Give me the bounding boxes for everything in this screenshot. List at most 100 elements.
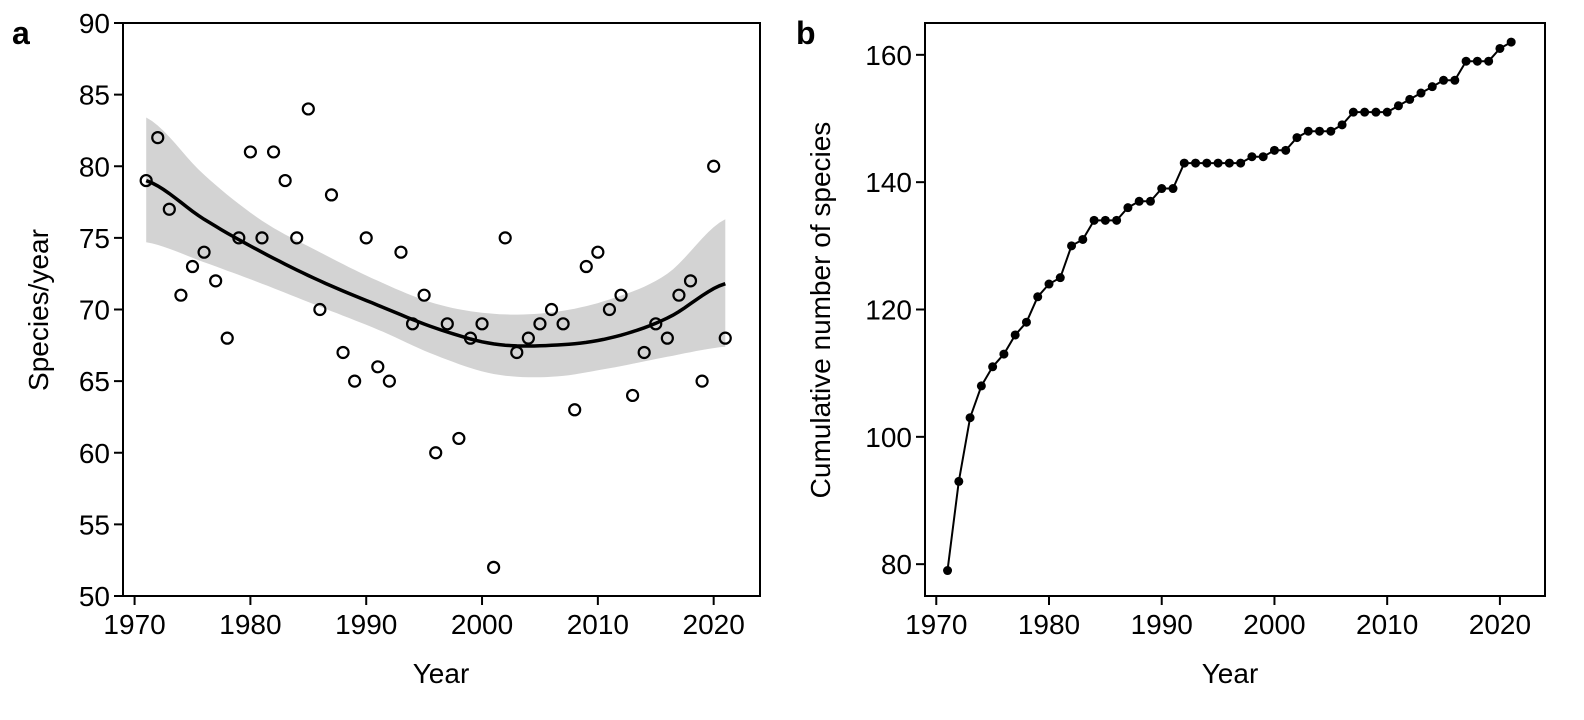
panel-b-y-tick-label: 140 (865, 167, 912, 198)
data-point (1134, 196, 1144, 206)
data-point (1281, 145, 1291, 155)
data-point (487, 560, 501, 574)
data-point (1326, 126, 1336, 136)
data-point (417, 288, 431, 302)
panel-b-x-tick-label: 1980 (1018, 609, 1080, 640)
x-axis-label: Year (413, 658, 470, 689)
data-point (336, 345, 350, 360)
data-point (1055, 273, 1065, 283)
data-point (185, 259, 200, 274)
data-point (266, 145, 281, 159)
data-point (965, 413, 975, 423)
data-point (1405, 94, 1415, 104)
data-point (1112, 215, 1122, 225)
panel-a-y-tick-label: 55 (79, 509, 110, 540)
data-point (637, 345, 651, 360)
data-points-group (139, 102, 732, 574)
data-point (1123, 203, 1133, 213)
data-point (943, 566, 953, 576)
panel-a-x-tick-label: 2000 (451, 609, 513, 640)
data-point (683, 274, 698, 288)
data-point (649, 317, 663, 331)
x-axis-label: Year (1202, 658, 1259, 689)
data-point (1461, 56, 1471, 66)
data-point (672, 288, 686, 302)
data-point (602, 302, 617, 317)
panel-b-x-tick-label: 1970 (905, 609, 967, 640)
data-point (429, 446, 443, 460)
data-point (660, 331, 674, 345)
panel-a-y-tick-label: 75 (79, 223, 110, 254)
data-point (1439, 75, 1449, 85)
panel-b-y-tick-label: 100 (865, 422, 912, 453)
panel-b: b 1970 1980 1990 2000 2010 2020 80 100 120 140 16… (796, 15, 1546, 689)
panel-b-frame (924, 22, 1546, 597)
data-point (243, 145, 257, 159)
data-point (1236, 158, 1246, 168)
data-point (232, 231, 246, 245)
data-point (348, 374, 362, 388)
data-point (452, 431, 466, 446)
data-point (463, 331, 478, 345)
data-point (1168, 184, 1178, 194)
data-point (1078, 234, 1088, 244)
data-point (568, 403, 582, 417)
panel-a-label: a (12, 15, 30, 51)
data-point (1360, 107, 1370, 117)
data-point (1033, 292, 1043, 302)
data-point (162, 202, 176, 216)
data-point (313, 302, 327, 317)
data-point (1067, 241, 1077, 251)
data-point (707, 159, 721, 173)
data-point (475, 317, 489, 331)
panel-a-y-tick-label: 70 (79, 295, 110, 326)
data-point (1472, 56, 1482, 66)
data-point (1393, 101, 1403, 111)
y-axis-label: Cumulative number of species (805, 122, 836, 499)
panel-b-x-tick-label: 1990 (1131, 609, 1193, 640)
panel-b-y-tick-label: 80 (881, 549, 912, 580)
data-point (220, 331, 234, 345)
data-point (371, 360, 385, 374)
data-point (359, 231, 373, 245)
data-point (718, 331, 732, 345)
data-point (1348, 107, 1358, 117)
data-point (591, 245, 605, 259)
data-point (1506, 37, 1516, 47)
panel-b-x-tick-label: 2020 (1469, 609, 1531, 640)
data-point (209, 274, 223, 288)
data-point (1450, 75, 1460, 85)
data-point (1258, 152, 1268, 162)
data-point (1303, 126, 1313, 136)
confidence-band (146, 117, 726, 378)
data-point (1371, 107, 1381, 117)
data-point (301, 102, 315, 116)
panel-b-label: b (796, 15, 816, 51)
data-point (1089, 215, 1099, 225)
data-point (174, 288, 188, 302)
data-point (278, 173, 292, 188)
panel-a: a 1970 1980 1990 2000 2010 2020 50 55 60 65 70 75 8… (12, 8, 761, 689)
data-point (1495, 43, 1505, 53)
data-point (1382, 107, 1392, 117)
panel-a-x-tick-label: 1970 (103, 609, 165, 640)
panel-b-y-tick-label: 120 (865, 295, 912, 326)
cumulative-line-group (946, 41, 1512, 571)
panel-a-x-tick-label: 1980 (219, 609, 281, 640)
data-point (1427, 82, 1437, 92)
data-point (1416, 88, 1426, 98)
data-point (954, 476, 964, 486)
panel-a-x-tick-label: 2010 (567, 609, 629, 640)
data-point (255, 231, 269, 245)
data-point (1021, 317, 1031, 327)
data-point (1292, 133, 1302, 143)
data-point (197, 245, 211, 259)
data-point (521, 331, 535, 345)
data-point (1157, 184, 1167, 194)
data-point (290, 231, 304, 245)
data-point (151, 131, 165, 145)
data-point (1337, 120, 1347, 130)
data-point (1213, 158, 1223, 168)
panel-a-y-tick-label: 50 (79, 581, 110, 612)
